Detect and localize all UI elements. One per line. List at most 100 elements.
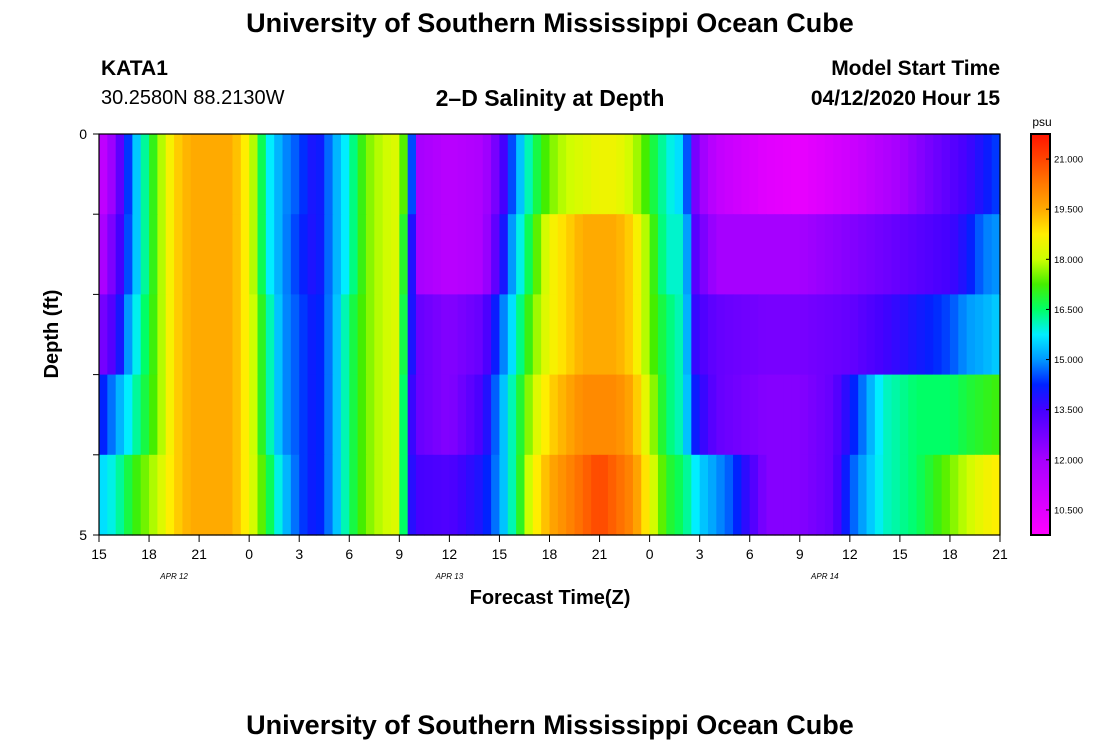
heatmap-cell bbox=[708, 294, 717, 376]
heatmap-cell bbox=[299, 294, 309, 376]
heatmap-cell bbox=[315, 454, 325, 536]
heatmap-cell bbox=[165, 134, 175, 215]
heatmap-cell bbox=[774, 214, 784, 295]
heatmap-cell bbox=[641, 134, 651, 215]
heatmap-cell bbox=[232, 134, 242, 215]
heatmap-cell bbox=[441, 454, 450, 536]
heatmap-cell bbox=[124, 214, 133, 295]
heatmap-cell bbox=[449, 214, 459, 295]
heatmap-cell bbox=[883, 214, 893, 295]
heatmap-cell bbox=[482, 134, 492, 215]
heatmap-cell bbox=[424, 454, 434, 536]
heatmap-cell bbox=[424, 134, 434, 215]
heatmap-cell bbox=[924, 454, 934, 536]
heatmap-cell bbox=[416, 374, 425, 456]
heatmap-cell bbox=[215, 294, 225, 376]
heatmap-cell bbox=[474, 134, 484, 215]
x-tick-label: 12 bbox=[442, 546, 458, 562]
heatmap-cell bbox=[532, 134, 542, 215]
heatmap-cell bbox=[324, 214, 334, 295]
heatmap-cell bbox=[157, 134, 167, 215]
heatmap-cell bbox=[124, 294, 133, 376]
heatmap-cell bbox=[182, 294, 192, 376]
heatmap-cell bbox=[549, 374, 559, 456]
heatmap-cell bbox=[174, 374, 184, 456]
heatmap-cell bbox=[691, 134, 701, 215]
heatmap-cell bbox=[390, 134, 400, 215]
heatmap-cell bbox=[324, 294, 334, 376]
heatmap-cell bbox=[799, 454, 809, 536]
heatmap-cell bbox=[624, 454, 634, 536]
heatmap-cell bbox=[849, 134, 859, 215]
heatmap-cell bbox=[524, 294, 534, 376]
heatmap-cell bbox=[891, 214, 901, 295]
heatmap-cell bbox=[299, 134, 309, 215]
heatmap-cell bbox=[941, 134, 951, 215]
heatmap-cell bbox=[749, 214, 759, 295]
heatmap-cell bbox=[407, 374, 417, 456]
heatmap-cell bbox=[232, 454, 242, 536]
heatmap-cell bbox=[708, 374, 717, 456]
heatmap-cell bbox=[666, 454, 676, 536]
heatmap-cell bbox=[858, 374, 868, 456]
heatmap-cell bbox=[699, 454, 709, 536]
heatmap-cell bbox=[332, 134, 342, 215]
heatmap-cell bbox=[307, 454, 317, 536]
heatmap-cell bbox=[290, 134, 300, 215]
heatmap-cell bbox=[632, 294, 642, 376]
heatmap-cell bbox=[99, 454, 108, 536]
heatmap-cell bbox=[107, 374, 117, 456]
heatmap-cell bbox=[582, 214, 592, 295]
heatmap-cell bbox=[866, 214, 876, 295]
heatmap-cell bbox=[332, 294, 342, 376]
heatmap-cell bbox=[99, 134, 108, 215]
heatmap-cell bbox=[340, 374, 350, 456]
heatmap-cell bbox=[624, 374, 634, 456]
heatmap-cell bbox=[808, 134, 818, 215]
heatmap-cell bbox=[132, 294, 142, 376]
heatmap-cell bbox=[240, 214, 250, 295]
x-tick-label: 0 bbox=[646, 546, 654, 562]
heatmap-cell bbox=[382, 454, 392, 536]
heatmap-cell bbox=[466, 294, 476, 376]
heatmap-cell bbox=[416, 294, 425, 376]
heatmap-cell bbox=[758, 374, 767, 456]
heatmap-cell bbox=[799, 374, 809, 456]
heatmap-cell bbox=[657, 294, 667, 376]
heatmap-cell bbox=[349, 454, 359, 536]
heatmap-cell bbox=[516, 454, 526, 536]
heatmap-cell bbox=[324, 374, 334, 456]
heatmap-cell bbox=[699, 134, 709, 215]
station-coords: 30.2580N 88.2130W bbox=[101, 87, 285, 109]
heatmap-cell bbox=[816, 214, 826, 295]
heatmap-cell bbox=[624, 214, 634, 295]
heatmap-cell bbox=[724, 294, 734, 376]
heatmap-cell bbox=[165, 294, 175, 376]
heatmap-cell bbox=[958, 374, 968, 456]
heatmap-cell bbox=[599, 134, 609, 215]
heatmap-cell bbox=[407, 214, 417, 295]
heatmap-cell bbox=[874, 214, 884, 295]
heatmap-cell bbox=[382, 294, 392, 376]
heatmap-cell bbox=[174, 214, 184, 295]
heatmap-cell bbox=[174, 454, 184, 536]
heatmap-cell bbox=[541, 134, 551, 215]
heatmap-cell bbox=[541, 214, 551, 295]
heatmap-cell bbox=[249, 214, 259, 295]
heatmap-cell bbox=[390, 294, 400, 376]
heatmap-cell bbox=[616, 294, 626, 376]
heatmap-cell bbox=[474, 454, 484, 536]
heatmap-cell bbox=[432, 214, 442, 295]
page-title-top: University of Southern Mississippi Ocean… bbox=[246, 8, 854, 38]
heatmap-cell bbox=[924, 374, 934, 456]
heatmap-cell bbox=[207, 134, 217, 215]
heatmap-cell bbox=[958, 134, 968, 215]
heatmap-cell bbox=[357, 134, 367, 215]
heatmap-cell bbox=[949, 454, 959, 536]
heatmap-cell bbox=[315, 374, 325, 456]
x-axis: 15 18 21 0 3 6 9 12 15 18 21 0 3 6 9 12 15 18 21 APR 12 APR … bbox=[91, 535, 1008, 581]
heatmap-cell bbox=[566, 134, 576, 215]
heatmap-cell bbox=[582, 134, 592, 215]
heatmap-cell bbox=[766, 454, 776, 536]
heatmap-cell bbox=[441, 294, 450, 376]
